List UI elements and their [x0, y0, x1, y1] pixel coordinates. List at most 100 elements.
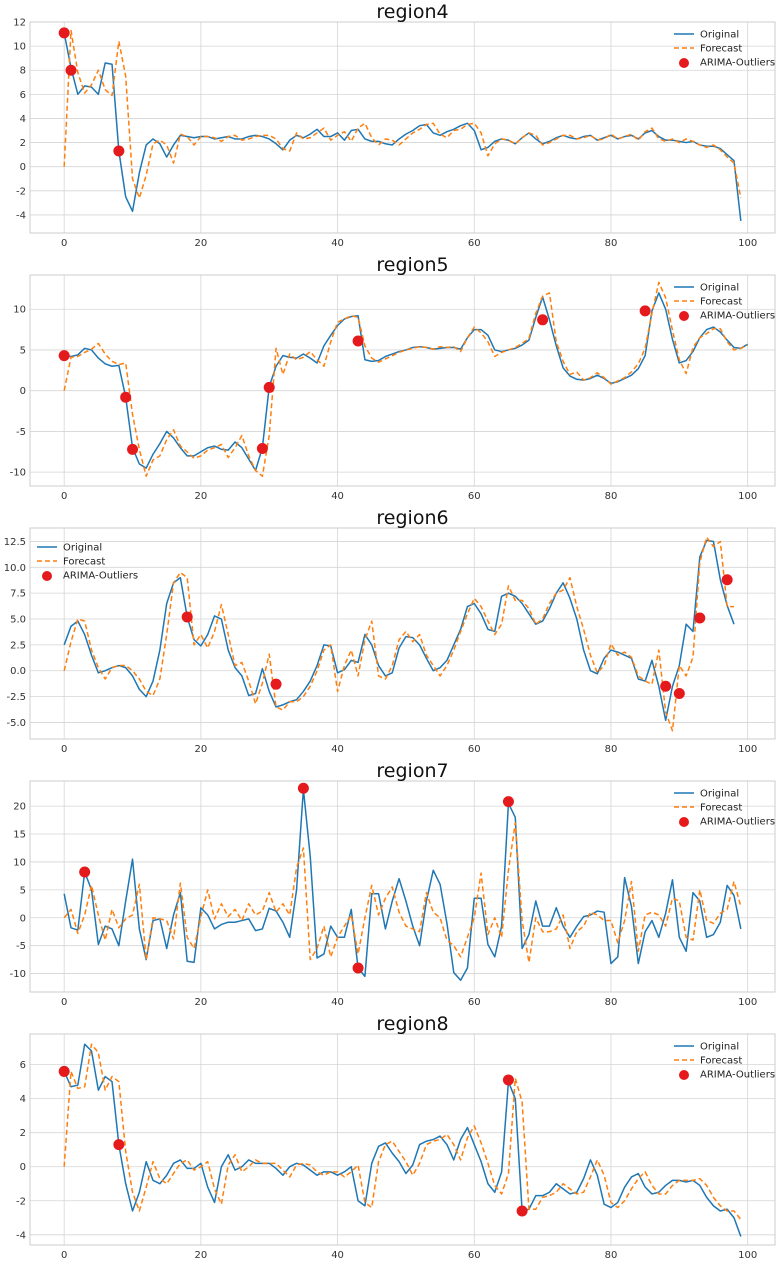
- x-tick-label: 20: [195, 238, 208, 249]
- x-tick-label: 0: [61, 997, 67, 1008]
- grid: [30, 1034, 775, 1245]
- y-tick-label: 0: [20, 386, 26, 397]
- legend-label: Forecast: [700, 297, 742, 308]
- outlier-point: [721, 574, 733, 586]
- x-tick-label: 60: [468, 238, 481, 249]
- outlier-point: [639, 305, 651, 317]
- y-tick-label: 4: [20, 114, 26, 125]
- y-tick-label: -5.0: [6, 718, 26, 729]
- outlier-point: [120, 391, 132, 403]
- chart-svg-region7: -10 -5 0 5 10 15 20 0 20 40 60 80 100 region7 Original…: [10, 760, 776, 1008]
- y-tick-label: 10.0: [4, 563, 26, 574]
- y-tick-label: 5: [20, 345, 26, 356]
- y-tick-label: -2: [16, 186, 26, 197]
- y-tick-label: 2: [20, 138, 26, 149]
- x-tick-label: 80: [605, 997, 618, 1008]
- y-tick-label: 7.5: [10, 589, 26, 600]
- y-tick-label: 2.5: [10, 640, 26, 651]
- outlier-point: [694, 612, 706, 624]
- outlier-point: [79, 866, 91, 878]
- y-tick-label: 10: [13, 42, 26, 53]
- legend-outlier-swatch: [679, 817, 689, 827]
- legend: Original Forecast ARIMA-Outliers: [37, 543, 138, 582]
- outlier-point: [58, 1065, 70, 1077]
- y-tick-label: 10: [13, 305, 26, 316]
- y-tick-label: -5: [16, 427, 26, 438]
- y-tick-label: 5: [20, 885, 26, 896]
- y-tick-label: -10: [10, 468, 26, 479]
- y-tick-label: 8: [20, 66, 26, 77]
- chart-title: region8: [376, 1013, 448, 1035]
- legend-label: Forecast: [700, 1056, 742, 1067]
- chart-title: region4: [376, 1, 448, 23]
- x-tick-label: 40: [331, 491, 344, 502]
- legend-label: ARIMA-Outliers: [700, 817, 775, 828]
- x-tick-label: 100: [738, 491, 757, 502]
- plot-frame: [29, 1033, 776, 1246]
- original-line: [63, 1043, 742, 1237]
- x-tick-label: 60: [468, 491, 481, 502]
- legend-label: Forecast: [63, 557, 105, 568]
- grid: [30, 781, 775, 992]
- x-tick-label: 20: [195, 491, 208, 502]
- forecast-line: [63, 29, 742, 199]
- x-tick-label: 0: [61, 744, 67, 755]
- x-tick-label: 100: [738, 238, 757, 249]
- x-tick-label: 20: [195, 744, 208, 755]
- forecast-line: [63, 822, 742, 964]
- chart-panel-region4: -4 -2 0 2 4 6 8 10 12 0 20 40 60 80 100 region4 Original…: [0, 0, 783, 253]
- x-tick-label: 100: [738, 997, 757, 1008]
- grid: [30, 275, 775, 486]
- x-tick-label: 40: [331, 997, 344, 1008]
- legend-label: ARIMA-Outliers: [700, 1070, 775, 1081]
- legend-label: ARIMA-Outliers: [700, 58, 775, 69]
- forecast-line: [63, 281, 748, 477]
- y-tick-label: 0.0: [10, 666, 26, 677]
- plot-frame: [29, 527, 776, 740]
- legend: Original Forecast ARIMA-Outliers: [674, 789, 775, 828]
- legend-label: Forecast: [700, 803, 742, 814]
- outlier-point: [113, 145, 125, 157]
- x-tick-label: 80: [605, 1250, 618, 1261]
- outlier-point: [270, 678, 282, 690]
- plot-frame: [29, 21, 776, 234]
- plot-frame: [29, 780, 776, 993]
- outlier-point: [660, 680, 672, 692]
- x-tick-label: 0: [61, 238, 67, 249]
- legend-label: Original: [700, 1042, 739, 1053]
- legend-label: Original: [700, 789, 739, 800]
- y-tick-label: 4: [20, 1094, 26, 1105]
- legend-outlier-swatch: [42, 571, 52, 581]
- legend-label: ARIMA-Outliers: [700, 311, 775, 322]
- outlier-point: [65, 64, 77, 76]
- x-tick-label: 20: [195, 997, 208, 1008]
- legend-label: Original: [63, 543, 102, 554]
- y-tick-label: 0: [20, 913, 26, 924]
- y-tick-label: 6: [20, 1060, 26, 1071]
- y-tick-label: 20: [13, 802, 26, 813]
- original-line: [63, 539, 735, 722]
- outlier-point: [502, 796, 514, 808]
- y-tick-label: 0: [20, 1162, 26, 1173]
- outlier-point: [502, 1074, 514, 1086]
- legend-outlier-swatch: [679, 58, 689, 68]
- x-tick-label: 100: [738, 744, 757, 755]
- x-tick-label: 60: [468, 744, 481, 755]
- y-tick-label: 12: [13, 18, 26, 29]
- outlier-point: [352, 335, 364, 347]
- y-tick-label: -2.5: [6, 692, 26, 703]
- x-tick-label: 0: [61, 1250, 67, 1261]
- legend-label: Forecast: [700, 44, 742, 55]
- chart-panel-region8: -4 -2 0 2 4 6 0 20 40 60 80 100 region8 Original Forec…: [0, 1012, 783, 1265]
- x-tick-label: 40: [331, 1250, 344, 1261]
- legend-label: Original: [700, 283, 739, 294]
- outlier-point: [58, 27, 70, 39]
- y-tick-label: -4: [16, 210, 26, 221]
- chart-title: region7: [376, 760, 448, 782]
- x-tick-label: 0: [61, 491, 67, 502]
- x-tick-label: 20: [195, 1250, 208, 1261]
- forecast-line: [63, 536, 734, 732]
- legend-outlier-swatch: [679, 1070, 689, 1080]
